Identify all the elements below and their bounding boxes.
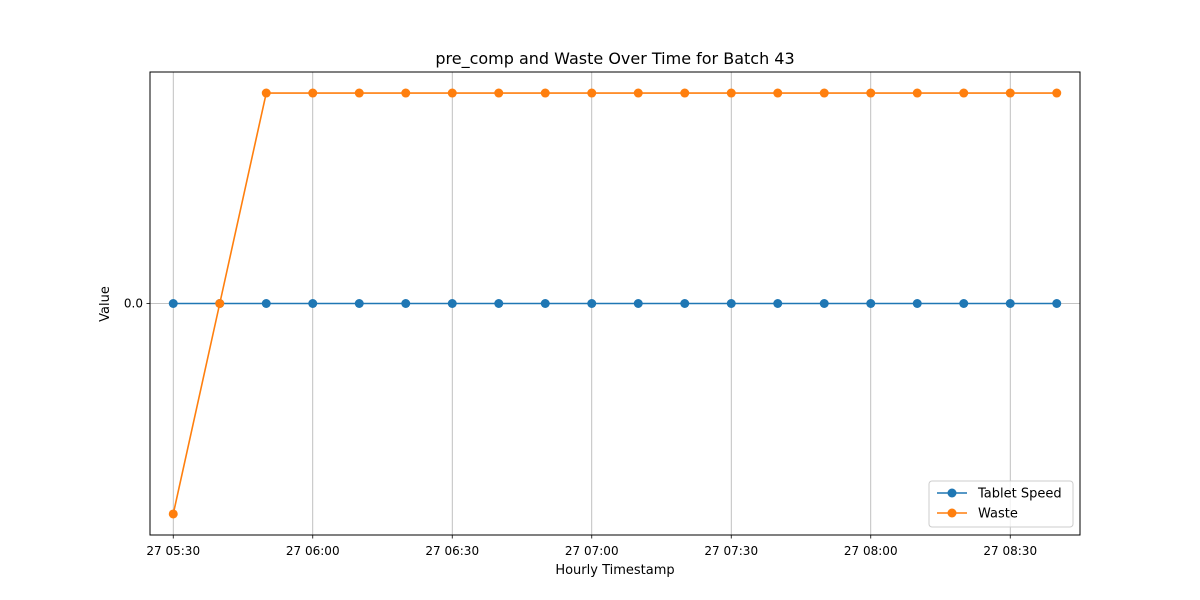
x-tick-label: 27 06:30: [425, 544, 479, 558]
data-point-waste: [540, 88, 550, 98]
data-point-tablet-speed: [866, 299, 876, 308]
data-point-tablet-speed: [773, 299, 783, 308]
data-point-tablet-speed: [1005, 299, 1015, 308]
data-point-tablet-speed: [680, 299, 690, 308]
data-point-tablet-speed: [540, 299, 550, 308]
data-point-waste: [1005, 88, 1015, 98]
legend: Tablet Speed Waste: [928, 480, 1074, 528]
data-point-tablet-speed: [447, 299, 457, 308]
data-point-tablet-speed: [261, 299, 271, 308]
x-tick-label: 27 07:30: [704, 544, 758, 558]
data-point-tablet-speed: [633, 299, 643, 308]
y-axis-label: Value: [98, 286, 113, 322]
data-point-tablet-speed: [1052, 299, 1062, 308]
data-point-waste: [1052, 88, 1062, 98]
data-point-tablet-speed: [912, 299, 922, 308]
data-point-waste: [401, 88, 411, 98]
data-point-waste: [447, 88, 457, 98]
data-point-waste: [494, 88, 504, 98]
legend-marker-waste: [947, 508, 957, 518]
series-line-waste: [172, 92, 1057, 515]
x-tick-label: 27 07:00: [565, 544, 619, 558]
y-tick-label: 0.0: [124, 297, 143, 311]
data-point-tablet-speed: [819, 299, 829, 308]
data-point-waste: [633, 88, 643, 98]
legend-marker-tablet-speed: [947, 488, 957, 498]
x-axis-label: Hourly Timestamp: [555, 563, 674, 578]
data-point-waste: [866, 88, 876, 98]
data-point-waste: [819, 88, 829, 98]
legend-label-waste: Waste: [978, 507, 1018, 522]
data-point-tablet-speed: [168, 299, 178, 308]
data-point-tablet-speed: [959, 299, 969, 308]
data-point-tablet-speed: [354, 299, 364, 308]
data-point-waste: [773, 88, 783, 98]
data-point-waste: [959, 88, 969, 98]
x-tick-label: 27 05:30: [146, 544, 200, 558]
x-tick-label: 27 06:00: [286, 544, 340, 558]
data-point-tablet-speed: [726, 299, 736, 308]
series-layer: [168, 88, 1062, 519]
data-point-waste: [354, 88, 364, 98]
axis-ticks: 27 05:30 27 06:00 27 06:30 27 07:00 27 07:30…: [124, 297, 1037, 559]
data-point-tablet-speed: [494, 299, 504, 308]
data-point-waste: [912, 88, 922, 98]
data-point-waste: [726, 88, 736, 98]
data-point-waste: [215, 299, 225, 308]
data-point-tablet-speed: [587, 299, 597, 308]
chart-title: pre_comp and Waste Over Time for Batch 4…: [435, 49, 794, 69]
x-tick-label: 27 08:00: [844, 544, 898, 558]
data-point-waste: [587, 88, 597, 98]
x-tick-label: 27 08:30: [983, 544, 1037, 558]
data-point-waste: [308, 88, 318, 98]
legend-label-tablet-speed: Tablet Speed: [977, 487, 1062, 502]
data-point-tablet-speed: [401, 299, 411, 308]
data-point-tablet-speed: [308, 299, 318, 308]
data-point-waste: [261, 88, 271, 98]
data-point-waste: [680, 88, 690, 98]
data-point-waste: [168, 509, 178, 519]
